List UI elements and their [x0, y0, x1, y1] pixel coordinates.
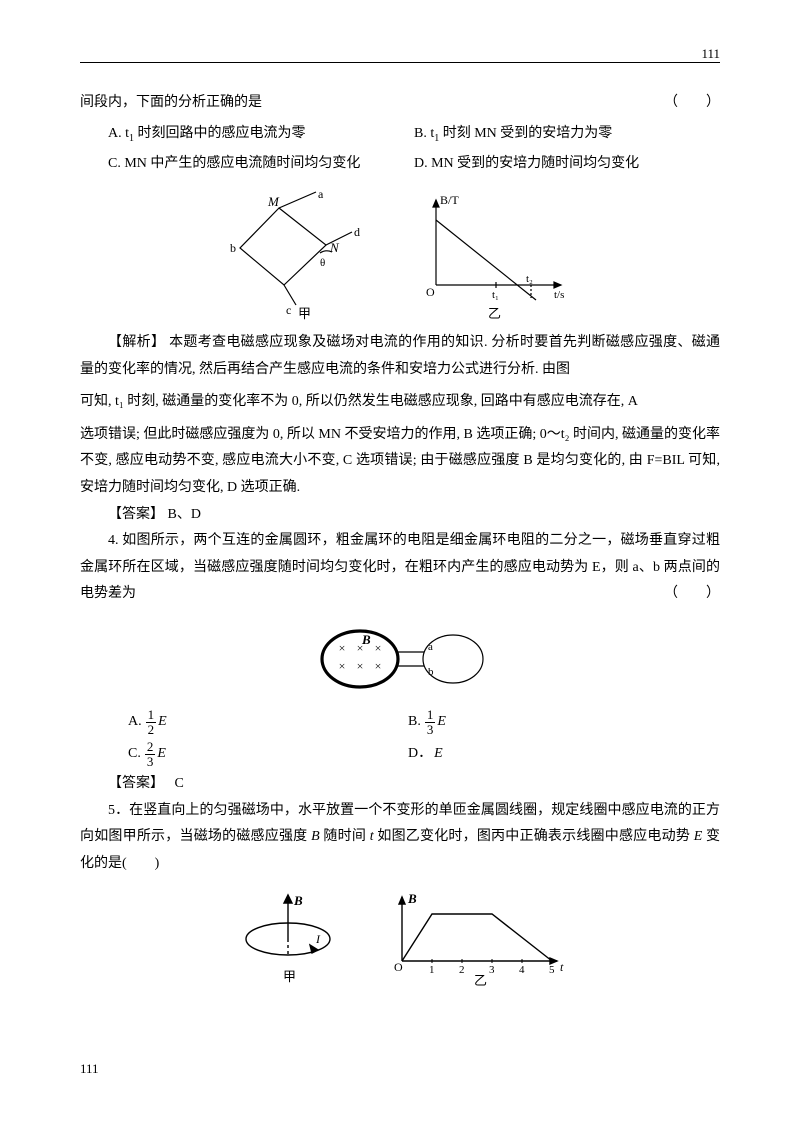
q4-option-b: B. 13 E: [408, 708, 446, 738]
q5-fig1-cap: 甲: [283, 969, 296, 984]
q3-figures: a M d b N θ c 甲: [80, 190, 720, 320]
header-rule: [80, 62, 720, 63]
label-O: O: [426, 285, 435, 299]
caption-yi: 乙: [488, 306, 501, 320]
q4-options: A. 12 E B. 13 E C. 23 E D． E: [128, 708, 720, 769]
q4-option-c: C. 23 E: [128, 740, 408, 770]
q3-options-row1: A. t1 时刻回路中的感应电流为零 B. t1 时刻 MN 受到的安培力为零: [108, 121, 720, 148]
q4-rings-svg: × × × × × × B a b: [300, 620, 500, 698]
q3-figure-yi: B/T O t₁ t₂ t/s 乙: [406, 190, 576, 320]
q3-analysis: 【解析】 本题考查电磁感应现象及磁场对电流的作用的知识. 分析时要首先判断磁感应…: [80, 330, 720, 383]
q3-option-c: C. MN 中产生的感应电流随时间均匀变化: [108, 151, 414, 178]
q4-optD-label: D．: [408, 741, 432, 768]
q4-optC-label: C.: [128, 741, 141, 768]
q3-optA-rest: 时刻回路中的感应电流为零: [134, 126, 306, 141]
q4-optB-num: 1: [425, 708, 436, 723]
q5-fig2-t1: 1: [429, 964, 435, 976]
label-b: b: [230, 241, 236, 255]
q5-fig2-t4: 4: [519, 964, 525, 976]
q4-optB-E: E: [437, 709, 446, 736]
q5-figures: B I 甲: [80, 889, 720, 989]
q4-optA-label: A.: [128, 709, 142, 736]
q5-B: B: [311, 829, 320, 844]
label-theta: θ: [320, 257, 325, 269]
q4-stem: 4. 如图所示，两个互连的金属圆环，粗金属环的电阻是细金属环电阻的二分之一，磁场…: [80, 528, 720, 608]
analysis-label: 【解析】: [108, 335, 165, 350]
q4-optC-den: 3: [145, 755, 156, 769]
q3-figure-jia: a M d b N θ c 甲: [224, 190, 384, 320]
q4-option-d: D． E: [408, 741, 443, 768]
svg-text:×: ×: [339, 659, 346, 673]
q3-analysis-p3: 选项错误; 但此时磁感应强度为 0, 所以 MN 不受安培力的作用, B 选项正…: [80, 422, 720, 502]
q5-fig2-cap: 乙: [474, 973, 487, 988]
label-t2: t₂: [526, 273, 533, 285]
q4-figure: × × × × × × B a b: [80, 620, 720, 698]
q4-optA-E: E: [158, 709, 167, 736]
q5-fig2-t3: 3: [489, 964, 495, 976]
q4-stem-text: 4. 如图所示，两个互连的金属圆环，粗金属环的电阻是细金属环电阻的二分之一，磁场…: [80, 533, 720, 601]
svg-text:×: ×: [375, 641, 382, 655]
q4-optA-den: 2: [146, 723, 157, 737]
q3-stem-text: 间段内，下面的分析正确的是: [80, 95, 262, 110]
q4-label-a: a: [428, 641, 433, 653]
q3-option-d: D. MN 受到的安培力随时间均匀变化: [414, 151, 720, 178]
svg-text:×: ×: [339, 641, 346, 655]
q5-fig2-B: B: [407, 891, 417, 906]
q3-option-a: A. t1 时刻回路中的感应电流为零: [108, 121, 414, 148]
label-ts: t/s: [554, 289, 564, 301]
q4-bracket: （ ）: [636, 581, 720, 608]
q3-option-b: B. t1 时刻 MN 受到的安培力为零: [414, 121, 720, 148]
q5-fig2-t: t: [560, 960, 564, 974]
q5-fig1-B: B: [293, 893, 303, 908]
q4-label-B: B: [361, 632, 371, 647]
q4-optB-den: 3: [425, 723, 436, 737]
q3-answer-label: 【答案】: [108, 507, 164, 522]
q3-optB-pre: B. t: [414, 126, 434, 141]
caption-jia: 甲: [298, 306, 311, 320]
q3-answer-value: B、D: [168, 507, 201, 522]
q4-option-a: A. 12 E: [128, 708, 408, 738]
label-BT: B/T: [440, 193, 459, 207]
q4-optA-num: 1: [146, 708, 157, 723]
q4-optC-num: 2: [145, 740, 156, 755]
page-number-bottom: 111: [80, 1057, 99, 1082]
q5-s3: 如图乙变化时，图丙中正确表示线圈中感应电动势: [374, 829, 694, 844]
q4-optB-label: B.: [408, 709, 421, 736]
q3-bracket: （ ）: [664, 90, 720, 117]
analysis-p1: 本题考查电磁感应现象及磁场对电流的作用的知识. 分析时要首先判断磁感应强度、磁通…: [80, 335, 720, 377]
label-c: c: [286, 303, 291, 317]
q3-answer: 【答案】 B、D: [80, 502, 720, 529]
q5-fig1-I: I: [315, 932, 321, 946]
q4-optC-E: E: [157, 741, 166, 768]
q4-answer: 【答案】 C: [80, 771, 720, 798]
q3-analysis-p2: 可知, t₁ 时刻, 磁通量的变化率不为 0, 所以仍然发生电磁感应现象, 回路…: [80, 389, 720, 416]
label-N: N: [329, 240, 340, 255]
label-a: a: [318, 190, 324, 201]
q4-label-b: b: [428, 666, 434, 678]
svg-text:×: ×: [357, 659, 364, 673]
q3-stem: 间段内，下面的分析正确的是 （ ）: [80, 90, 720, 117]
q5-fig2-t2: 2: [459, 964, 465, 976]
content: 间段内，下面的分析正确的是 （ ） A. t1 时刻回路中的感应电流为零 B. …: [80, 90, 720, 989]
svg-text:×: ×: [375, 659, 382, 673]
q5-fig2-O: O: [394, 960, 403, 974]
q5-s2: 随时间: [320, 829, 370, 844]
label-t1: t₁: [492, 289, 499, 301]
q5-fig2-t5: 5: [549, 964, 555, 976]
q3-optB-rest: 时刻 MN 受到的安培力为零: [439, 126, 612, 141]
page: 111 间段内，下面的分析正确的是 （ ） A. t1 时刻回路中的感应电流为零…: [0, 0, 800, 1132]
q4-optD-E: E: [434, 741, 443, 768]
q4-answer-value: C: [175, 776, 184, 791]
q3-options-row2: C. MN 中产生的感应电流随时间均匀变化 D. MN 受到的安培力随时间均匀变…: [108, 151, 720, 178]
q4-answer-label: 【答案】: [108, 776, 157, 791]
label-M: M: [267, 194, 280, 209]
q5-stem: 5．在竖直向上的匀强磁场中，水平放置一个不变形的单匝金属圆线圈，规定线圈中感应电…: [80, 798, 720, 878]
label-d: d: [354, 225, 360, 239]
q5-figure-yi: B O 1 2 3 4 5 t 乙: [382, 889, 572, 989]
q3-optA-pre: A. t: [108, 126, 129, 141]
q5-figure-jia: B I 甲: [228, 889, 358, 989]
